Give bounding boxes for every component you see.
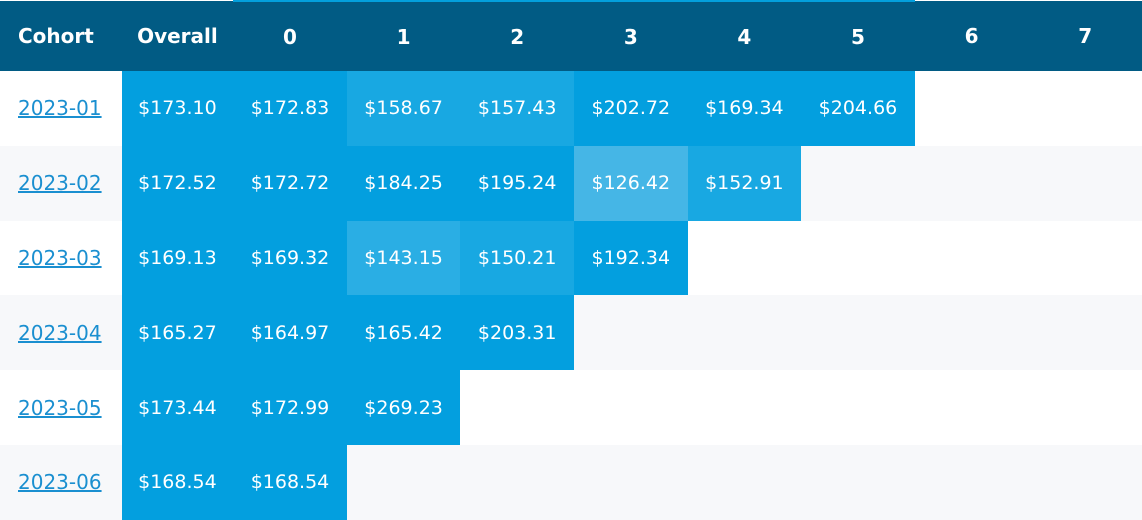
empty-cell xyxy=(687,444,802,520)
header-period-3: 3 xyxy=(573,0,688,71)
empty-cell xyxy=(1028,145,1142,221)
empty-cell xyxy=(573,295,688,371)
period-cell: $126.42 xyxy=(573,145,688,221)
header-overall: Overall xyxy=(121,1,234,71)
period-cell: $195.24 xyxy=(460,145,574,221)
empty-cell xyxy=(801,444,915,520)
empty-cell xyxy=(460,370,574,445)
empty-cell xyxy=(914,444,1029,520)
empty-cell xyxy=(573,370,688,445)
empty-cell xyxy=(573,444,688,520)
table-row: 2023-04 $165.27 $164.97 $165.42 $203.31 xyxy=(0,295,1142,371)
table-row: 2023-06 $168.54 $168.54 xyxy=(0,444,1142,520)
period-cell: $169.34 xyxy=(687,71,802,146)
empty-cell xyxy=(801,295,915,371)
header-row: Cohort Overall 0 1 2 3 4 5 6 7 xyxy=(0,0,1142,71)
cohort-link[interactable]: 2023-02 xyxy=(18,171,102,196)
table-row: 2023-01 $173.10 $172.83 $158.67 $157.43 … xyxy=(0,71,1142,146)
header-period-1: 1 xyxy=(346,0,461,71)
empty-cell xyxy=(914,295,1029,371)
period-cell: $192.34 xyxy=(573,220,688,296)
empty-cell xyxy=(914,220,1029,296)
empty-cell xyxy=(687,220,802,296)
table-row: 2023-02 $172.52 $172.72 $184.25 $195.24 … xyxy=(0,145,1142,221)
header-period-6: 6 xyxy=(914,1,1029,71)
overall-cell: $172.52 xyxy=(121,145,234,221)
header-period-0: 0 xyxy=(233,0,347,71)
period-cell: $164.97 xyxy=(233,295,347,371)
period-cell: $172.83 xyxy=(233,71,347,146)
empty-cell xyxy=(801,370,915,445)
header-period-7: 7 xyxy=(1028,1,1142,71)
header-period-5: 5 xyxy=(801,0,915,71)
empty-cell xyxy=(1028,71,1142,146)
empty-cell xyxy=(1028,295,1142,371)
period-cell: $168.54 xyxy=(233,444,347,520)
period-cell: $158.67 xyxy=(346,71,461,146)
period-cell: $204.66 xyxy=(801,71,915,146)
cohort-cell: 2023-01 xyxy=(0,71,122,146)
empty-cell xyxy=(914,145,1029,221)
empty-cell xyxy=(801,145,915,221)
cohort-link[interactable]: 2023-03 xyxy=(18,245,102,270)
cohort-link[interactable]: 2023-05 xyxy=(18,395,102,420)
period-cell: $202.72 xyxy=(573,71,688,146)
table-row: 2023-05 $173.44 $172.99 $269.23 xyxy=(0,370,1142,445)
empty-cell xyxy=(460,444,574,520)
empty-cell xyxy=(687,370,802,445)
period-cell: $269.23 xyxy=(346,370,461,445)
empty-cell xyxy=(801,220,915,296)
period-cell: $184.25 xyxy=(346,145,461,221)
cohort-cell: 2023-02 xyxy=(0,145,122,221)
cohort-cell: 2023-05 xyxy=(0,370,122,445)
overall-cell: $173.44 xyxy=(121,370,234,445)
empty-cell xyxy=(1028,220,1142,296)
cohort-cell: 2023-06 xyxy=(0,444,122,520)
period-cell: $169.32 xyxy=(233,220,347,296)
header-cohort: Cohort xyxy=(0,1,122,71)
cohort-link[interactable]: 2023-06 xyxy=(18,470,102,495)
period-cell: $172.72 xyxy=(233,145,347,221)
cohort-cell: 2023-04 xyxy=(0,295,122,371)
empty-cell xyxy=(346,444,461,520)
period-cell: $143.15 xyxy=(346,220,461,296)
header-period-2: 2 xyxy=(460,0,574,71)
table-row: 2023-03 $169.13 $169.32 $143.15 $150.21 … xyxy=(0,220,1142,296)
cohort-cell: 2023-03 xyxy=(0,220,122,296)
period-cell: $150.21 xyxy=(460,220,574,296)
period-cell: $152.91 xyxy=(687,145,802,221)
empty-cell xyxy=(914,370,1029,445)
empty-cell xyxy=(687,295,802,371)
cohort-link[interactable]: 2023-04 xyxy=(18,320,102,345)
empty-cell xyxy=(1028,370,1142,445)
empty-cell xyxy=(1028,444,1142,520)
overall-cell: $168.54 xyxy=(121,444,234,520)
header-period-4: 4 xyxy=(687,0,802,71)
period-cell: $165.42 xyxy=(346,295,461,371)
overall-cell: $165.27 xyxy=(121,295,234,371)
overall-cell: $173.10 xyxy=(121,71,234,146)
period-cell: $172.99 xyxy=(233,370,347,445)
overall-cell: $169.13 xyxy=(121,220,234,296)
period-cell: $157.43 xyxy=(460,71,574,146)
empty-cell xyxy=(914,71,1029,146)
cohort-link[interactable]: 2023-01 xyxy=(18,96,102,121)
period-cell: $203.31 xyxy=(460,295,574,371)
